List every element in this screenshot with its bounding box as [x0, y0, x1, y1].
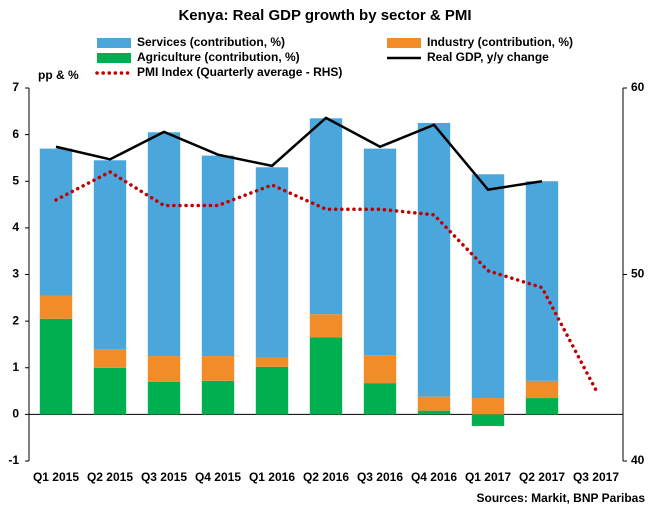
- legend-label: Industry (contribution, %): [427, 35, 573, 49]
- y2-tick-label: 40: [631, 453, 645, 467]
- y-tick-label: 1: [12, 360, 19, 374]
- bar: [363, 148, 397, 356]
- x-tick-label: Q3 2015: [141, 470, 187, 484]
- bar: [525, 398, 559, 415]
- bar: [363, 383, 397, 415]
- bar: [39, 318, 73, 415]
- x-tick-label: Q1 2017: [465, 470, 511, 484]
- y-tick-label: 5: [12, 173, 19, 187]
- bar: [39, 295, 73, 319]
- bar: [93, 160, 127, 350]
- bar: [93, 367, 127, 415]
- y2-tick-label: 50: [631, 267, 645, 281]
- bar: [93, 349, 127, 368]
- legend-swatch: [387, 38, 421, 48]
- bar: [309, 314, 343, 338]
- bar: [525, 380, 559, 399]
- x-tick-label: Q3 2017: [573, 470, 619, 484]
- legend-label: Services (contribution, %): [137, 35, 285, 49]
- legend-label: Agriculture (contribution, %): [137, 50, 300, 64]
- x-tick-label: Q2 2017: [519, 470, 565, 484]
- x-tick-label: Q1 2016: [249, 470, 295, 484]
- bar: [147, 132, 181, 357]
- x-tick-label: Q4 2015: [195, 470, 241, 484]
- chart-title: Kenya: Real GDP growth by sector & PMI: [178, 7, 471, 24]
- x-tick-label: Q3 2016: [357, 470, 403, 484]
- pmi-line: [54, 169, 598, 392]
- y-axis-label: pp & %: [38, 68, 79, 82]
- bar: [201, 155, 235, 357]
- bar: [147, 381, 181, 415]
- bar: [471, 174, 505, 399]
- source: Sources: Markit, BNP Paribas: [476, 491, 645, 505]
- bar: [255, 366, 289, 415]
- bar: [309, 337, 343, 415]
- y2-tick-label: 60: [631, 80, 645, 94]
- y-tick-label: -1: [8, 453, 19, 467]
- x-tick-label: Q1 2015: [33, 470, 79, 484]
- bar: [417, 396, 451, 411]
- legend-label: PMI Index (Quarterly average - RHS): [137, 65, 342, 79]
- y-tick-label: 4: [12, 220, 19, 234]
- legend-label: Real GDP, y/y change: [427, 50, 549, 64]
- bar: [417, 410, 451, 415]
- bar: [417, 122, 451, 397]
- bar: [525, 181, 559, 381]
- y-tick-label: 2: [12, 313, 19, 327]
- bar: [309, 118, 343, 315]
- legend-swatch: [97, 38, 131, 48]
- x-tick-label: Q4 2016: [411, 470, 457, 484]
- bar: [39, 148, 73, 296]
- bar: [201, 380, 235, 415]
- y-tick-label: 7: [12, 80, 19, 94]
- gdp-line: [55, 116, 543, 191]
- bar: [363, 355, 397, 384]
- x-tick-label: Q2 2016: [303, 470, 349, 484]
- bar: [201, 356, 235, 381]
- bar: [471, 398, 505, 415]
- y-tick-label: 0: [12, 407, 19, 421]
- x-tick-label: Q2 2015: [87, 470, 133, 484]
- legend-swatch: [97, 53, 131, 63]
- y-tick-label: 3: [12, 267, 19, 281]
- bar: [471, 414, 505, 427]
- bar: [255, 167, 289, 358]
- y-tick-label: 6: [12, 127, 19, 141]
- bar: [255, 357, 289, 367]
- bar: [147, 356, 181, 382]
